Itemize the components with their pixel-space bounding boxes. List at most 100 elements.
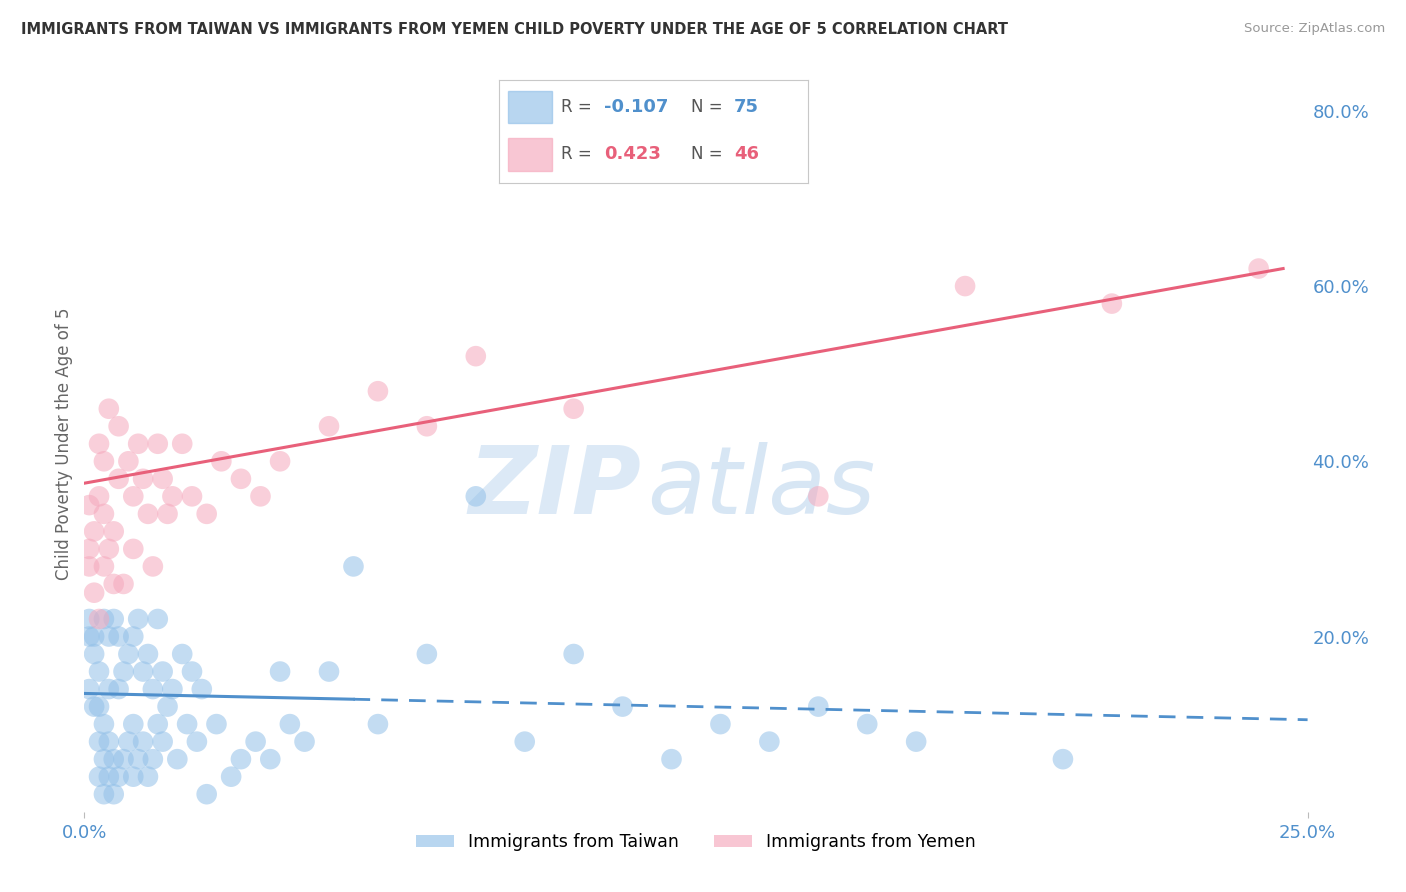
Point (195, 787, 218, 801)
Point (132, 665, 155, 679)
Point (97, 734, 120, 748)
Point (122, 717, 145, 731)
Text: -0.107: -0.107 (605, 98, 669, 116)
Point (146, 436, 169, 450)
Bar (509, 91, 551, 123)
Text: N =: N = (690, 145, 728, 163)
Point (87, 770, 110, 784)
Point (181, 489, 204, 503)
Legend: Immigrants from Taiwan, Immigrants from Yemen: Immigrants from Taiwan, Immigrants from … (409, 826, 983, 858)
Point (87, 612, 110, 626)
Point (77, 630, 100, 644)
Point (107, 419, 129, 434)
Point (97, 770, 120, 784)
Point (83, 585, 105, 599)
Point (103, 524, 125, 539)
Point (122, 489, 145, 503)
Point (229, 472, 252, 486)
Point (807, 699, 830, 714)
Point (77, 541, 100, 556)
Point (807, 489, 830, 503)
Point (269, 665, 291, 679)
Point (93, 507, 115, 521)
Point (132, 734, 155, 748)
Point (77, 612, 100, 626)
Point (83, 630, 105, 644)
Text: atlas: atlas (647, 442, 876, 533)
Point (856, 717, 879, 731)
Point (176, 717, 198, 731)
Point (122, 630, 145, 644)
Point (205, 717, 228, 731)
Point (367, 717, 389, 731)
Point (107, 681, 129, 696)
Point (77, 681, 100, 696)
Point (1052, 752, 1074, 766)
Text: 46: 46 (734, 145, 759, 163)
Point (93, 612, 115, 626)
Point (93, 559, 115, 574)
Point (269, 454, 291, 468)
Bar (509, 137, 551, 170)
Point (953, 279, 976, 293)
Point (367, 384, 389, 399)
Point (107, 770, 129, 784)
Point (112, 665, 135, 679)
Point (152, 472, 174, 486)
Point (122, 541, 145, 556)
Point (83, 524, 105, 539)
Point (162, 489, 184, 503)
Point (87, 436, 110, 450)
Point (464, 489, 486, 503)
Point (122, 770, 145, 784)
Point (562, 647, 585, 661)
Point (97, 541, 120, 556)
Point (97, 681, 120, 696)
Point (209, 454, 232, 468)
Text: 0.423: 0.423 (605, 145, 661, 163)
Point (416, 647, 439, 661)
Point (127, 752, 149, 766)
Point (186, 734, 208, 748)
Point (172, 436, 194, 450)
Point (87, 665, 110, 679)
Point (93, 717, 115, 731)
Point (87, 734, 110, 748)
Point (136, 647, 159, 661)
Point (181, 665, 204, 679)
Point (142, 559, 165, 574)
Point (249, 489, 271, 503)
Point (112, 752, 135, 766)
Point (229, 752, 252, 766)
Point (117, 734, 139, 748)
Point (127, 436, 149, 450)
Point (152, 734, 174, 748)
Point (1101, 296, 1123, 310)
Point (259, 752, 281, 766)
Point (132, 472, 155, 486)
Point (93, 454, 115, 468)
Point (127, 612, 149, 626)
Point (93, 752, 115, 766)
Point (191, 681, 214, 696)
Point (87, 489, 110, 503)
Point (195, 507, 218, 521)
Point (117, 454, 139, 468)
Point (294, 734, 316, 748)
Point (117, 647, 139, 661)
Point (103, 577, 125, 591)
Point (172, 647, 194, 661)
Text: ZIP: ZIP (468, 442, 641, 534)
Point (709, 717, 731, 731)
Point (83, 647, 105, 661)
Point (112, 577, 135, 591)
Point (513, 734, 536, 748)
Point (142, 681, 165, 696)
Text: R =: R = (561, 145, 602, 163)
Point (758, 734, 780, 748)
Text: IMMIGRANTS FROM TAIWAN VS IMMIGRANTS FROM YEMEN CHILD POVERTY UNDER THE AGE OF 5: IMMIGRANTS FROM TAIWAN VS IMMIGRANTS FRO… (21, 22, 1008, 37)
Point (146, 612, 169, 626)
Point (97, 630, 120, 644)
Point (156, 699, 179, 714)
Point (318, 419, 340, 434)
